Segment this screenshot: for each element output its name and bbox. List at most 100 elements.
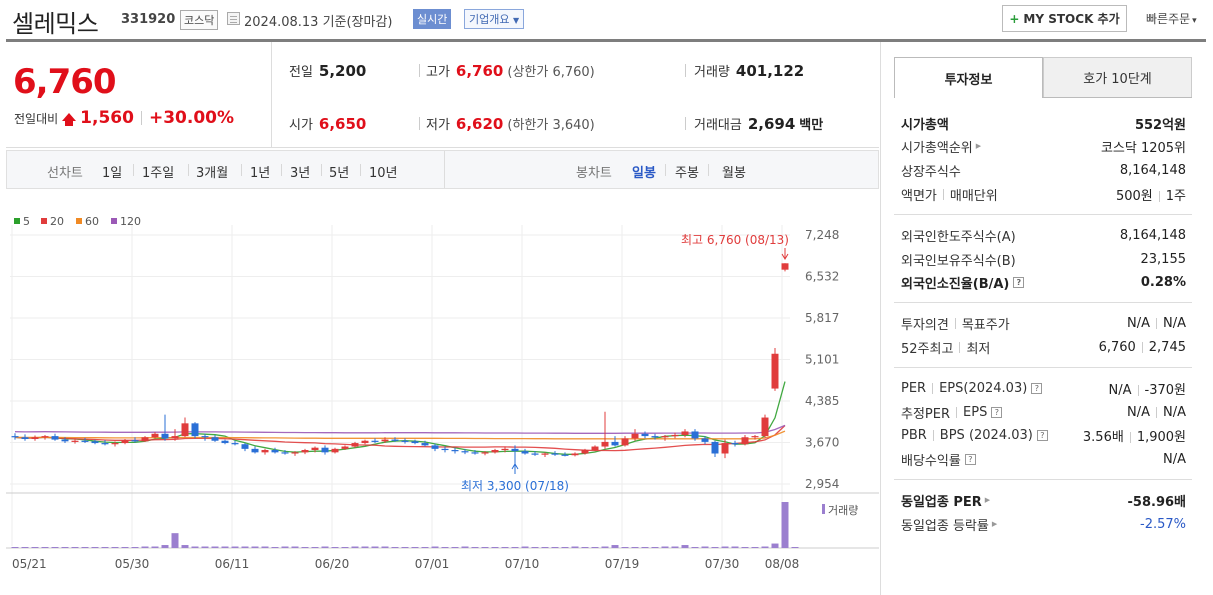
volume-bar bbox=[641, 547, 649, 548]
mystock-label: MY STOCK 추가 bbox=[1023, 12, 1120, 26]
candle-chart[interactable]: 5 20 60 120 7,248 6,532 5,817 5,101 4,385 3,670 2,… bbox=[6, 190, 879, 595]
tab-3year[interactable]: 3년 bbox=[290, 166, 311, 181]
candle-body bbox=[401, 440, 409, 442]
realtime-button[interactable]: 실시간 bbox=[413, 9, 452, 29]
sector-per-label: 동일업종 PER bbox=[901, 494, 982, 510]
divider bbox=[1137, 384, 1139, 396]
candle-body bbox=[41, 436, 49, 438]
week52-low-value: 2,745 bbox=[1148, 339, 1186, 355]
volume-bar bbox=[211, 546, 219, 548]
cap-rank-row[interactable]: 시가총액순위 ▶ 코스닥 1205위 bbox=[901, 135, 1186, 157]
week52-low-label: 최저 bbox=[966, 341, 991, 357]
volume-bar bbox=[651, 547, 659, 548]
open-price: 시가 6,650 bbox=[289, 114, 366, 133]
candle-body bbox=[491, 450, 499, 453]
candle-body bbox=[271, 450, 279, 453]
volume-bar bbox=[21, 547, 29, 548]
tab-3month[interactable]: 3개월 bbox=[196, 166, 229, 181]
tab-daily[interactable]: 일봉 bbox=[632, 166, 656, 181]
company-info-dropdown[interactable]: 기업개요 ▼ bbox=[464, 9, 525, 29]
change-label: 전일대비 bbox=[14, 111, 59, 126]
volume-bar bbox=[181, 545, 189, 548]
candle-body bbox=[211, 437, 219, 441]
divider bbox=[1129, 431, 1131, 443]
candle-body bbox=[121, 440, 129, 444]
candle-chart-label: 봉차트 bbox=[576, 166, 612, 181]
sector-per-row[interactable]: 동일업종 PER ▶ -58.96배 bbox=[901, 489, 1186, 511]
candle-body bbox=[191, 423, 199, 437]
tab-1day[interactable]: 1일 bbox=[102, 166, 123, 181]
candle-body bbox=[291, 452, 299, 454]
stock-name: 셀레믹스 bbox=[12, 10, 99, 38]
eps-label: EPS(2024.03) bbox=[939, 380, 1028, 396]
volume-bar bbox=[661, 546, 669, 548]
volume-bar bbox=[411, 547, 419, 548]
tab-monthly[interactable]: 월봉 bbox=[722, 166, 746, 181]
sector-rate-label: 동일업종 등락률 bbox=[901, 518, 989, 534]
candle-body bbox=[721, 443, 729, 454]
tab-1week[interactable]: 1주일 bbox=[142, 166, 175, 181]
mystock-add-button[interactable]: + MY STOCK 추가 bbox=[1002, 5, 1127, 32]
help-icon[interactable]: ? bbox=[964, 453, 976, 465]
volume-bar bbox=[361, 546, 369, 548]
tab-1year[interactable]: 1년 bbox=[250, 166, 271, 181]
volume-bar bbox=[131, 547, 139, 548]
prev-close: 전일 5,200 bbox=[289, 61, 366, 80]
ma-line-5 bbox=[14, 381, 786, 455]
volume-bar bbox=[81, 547, 89, 548]
target-value: N/A bbox=[1163, 315, 1186, 331]
candle-body bbox=[741, 437, 749, 445]
divider bbox=[932, 429, 934, 441]
dividend-value: N/A bbox=[1163, 451, 1186, 467]
market-badge: 코스닥 bbox=[180, 10, 219, 30]
high-price: 고가 6,760 (상한가 6,760) bbox=[426, 61, 595, 80]
candle-body bbox=[691, 431, 699, 439]
dividend-row: 배당수익률? N/A bbox=[901, 448, 1186, 470]
candle-body bbox=[331, 448, 339, 453]
volume-bar bbox=[321, 546, 329, 548]
divider bbox=[708, 164, 709, 176]
candle-body bbox=[761, 417, 769, 437]
help-icon[interactable]: ? bbox=[1031, 382, 1043, 394]
candle-body bbox=[471, 452, 479, 454]
foreign-hold-label: 외국인보유주식수(B) bbox=[901, 253, 1016, 269]
tab-orderbook-10[interactable]: 호가 10단계 bbox=[1043, 57, 1192, 98]
caret-right-icon: ▶ bbox=[991, 520, 998, 528]
candle-body bbox=[251, 448, 259, 453]
volume-bar bbox=[511, 547, 519, 548]
candle-body bbox=[421, 443, 429, 446]
volume-bar bbox=[391, 547, 399, 548]
candle-body bbox=[341, 446, 349, 449]
divider bbox=[665, 164, 666, 176]
tab-10year[interactable]: 10년 bbox=[369, 166, 398, 181]
volume-bar bbox=[341, 547, 349, 548]
shares-label: 상장주식수 bbox=[901, 164, 961, 180]
tab-investment-info[interactable]: 투자정보 bbox=[894, 57, 1043, 98]
price-change: 전일대비 1,560 +30.00% bbox=[14, 108, 234, 128]
volume-bar bbox=[291, 546, 299, 548]
par-unit-row: 액면가 매매단위 500원 1주 bbox=[901, 183, 1186, 205]
volume-bar bbox=[701, 546, 709, 548]
legend-label: 20 bbox=[50, 215, 64, 228]
candle-body bbox=[141, 437, 149, 442]
divider bbox=[271, 42, 272, 148]
quick-order-button[interactable]: 빠른주문 ▾ bbox=[1146, 10, 1197, 27]
info-tabs: 투자정보 호가 10단계 bbox=[894, 57, 1192, 98]
sector-rate-row[interactable]: 동일업종 등락률 ▶ -2.57% bbox=[901, 513, 1186, 535]
candle-body bbox=[781, 263, 789, 270]
help-icon[interactable]: ? bbox=[991, 406, 1003, 418]
per-value: N/A bbox=[1108, 382, 1132, 398]
help-icon[interactable]: ? bbox=[1036, 429, 1048, 441]
candle-body bbox=[651, 436, 659, 438]
tab-5year[interactable]: 5년 bbox=[329, 166, 350, 181]
amount-value: 2,694 bbox=[747, 115, 796, 133]
candle-body bbox=[131, 440, 139, 442]
week52-high-label: 52주최고 bbox=[901, 341, 954, 357]
help-icon[interactable]: ? bbox=[1013, 276, 1025, 288]
foreign-ratio-value: 0.28% bbox=[1140, 274, 1186, 290]
pbr-value: 3.56배 bbox=[1082, 429, 1124, 445]
candle-body bbox=[531, 453, 539, 455]
volume-bar bbox=[381, 546, 389, 548]
foreign-ratio-label: 외국인소진율(B/A) bbox=[901, 276, 1010, 292]
tab-weekly[interactable]: 주봉 bbox=[675, 166, 699, 181]
